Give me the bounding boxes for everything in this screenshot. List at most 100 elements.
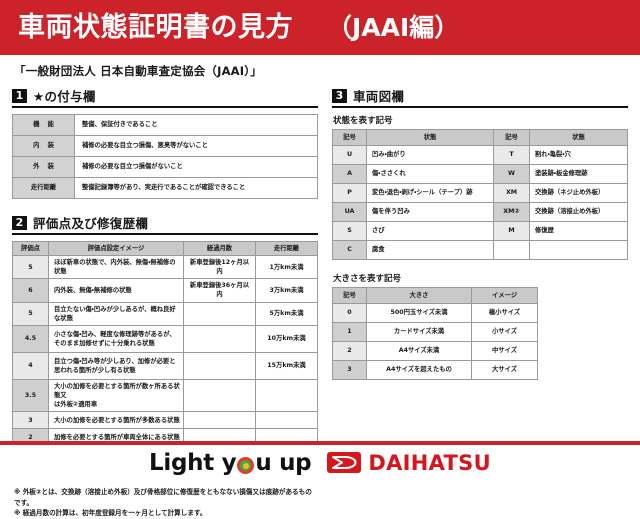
table-row: 4.5 小さな傷・凹み、軽度な修理跡等があるが、 そのまま加修せずに十分乗れる状… — [12, 324, 318, 353]
size-value: カードサイズ未満 — [366, 322, 472, 342]
daihatsu-emblem-icon — [327, 452, 362, 473]
state-desc-right: 塗装跡・板金修理跡 — [529, 164, 628, 184]
eval-desc: 小さな傷・凹み、軽度な修理跡等があるが、 そのまま加修せずに十分乗れる状態 — [48, 324, 184, 353]
table-row: P 変色・退色・剥げ・シール（テープ）跡 XM 交換跡（ネジ止め外板） — [332, 183, 628, 203]
table-row: 5 目立たない傷・凹みが少しあるが、概ね良好な状態 5万km未満 — [12, 301, 318, 326]
table-row: S さび M 修復歴 — [332, 221, 628, 241]
col-header-size-code: 記号 — [332, 287, 367, 304]
light-you-up-tagline: Light y u up — [149, 449, 312, 476]
footer-divider-rule — [0, 441, 640, 445]
state-code-right: XM — [493, 183, 530, 203]
state-desc-left: 凹み・曲がり — [366, 145, 494, 165]
size-code: 3 — [332, 360, 367, 380]
table-row: 機 能 整備、保証付きであること — [12, 114, 318, 136]
sheet-body: 「一般財団法人 日本自動車査定協会（JAAI）」 1 ★の付与欄 機 能 整備、… — [0, 55, 640, 519]
col-header-months: 経過月数 — [183, 241, 256, 256]
star-row-value: 補修の必要な目立つ損傷、悪臭等がないこと — [74, 135, 318, 157]
footnote-2: ※ 経過月数の計算は、初年度登録月を一ヶ月として計算します。 — [14, 509, 207, 518]
size-value: A4サイズを超えたもの — [366, 360, 472, 380]
eval-desc: 目立つ傷・凹み等が少しあり、加修が必要と 思われる箇所が少し有る状態 — [48, 351, 184, 380]
evaluation-score-table: 評価点 評価点設定イメージ 経過月数 走行距離 5 ほぼ新車の状態で、内外装、無… — [12, 241, 318, 481]
size-image: 大サイズ — [471, 360, 538, 380]
state-code-right: XM② — [493, 202, 530, 222]
state-desc-left: 変色・退色・剥げ・シール（テープ）跡 — [366, 183, 494, 203]
daihatsu-logo: DAIHATSU — [327, 451, 491, 475]
section-1-number: 1 — [12, 88, 27, 103]
state-desc-right: 割れ・亀裂・穴 — [529, 145, 628, 165]
size-image: 極小サイズ — [471, 303, 538, 323]
state-code-right: T — [493, 145, 530, 165]
col-header-mileage: 走行距離 — [255, 241, 318, 256]
eval-score: 4 — [12, 351, 49, 380]
page-title-suffix: （JAAI編） — [327, 13, 460, 42]
eval-months: 新車登録後36ヶ月以内 — [183, 278, 256, 303]
section-1-heading: 1 ★の付与欄 — [12, 86, 318, 108]
daihatsu-wordmark: DAIHATSU — [368, 450, 491, 475]
col-header-state-right: 状態 — [529, 129, 628, 146]
size-code: 1 — [332, 322, 367, 342]
state-desc-left: 腐食 — [366, 240, 494, 260]
state-desc-left: さび — [366, 221, 494, 241]
tagline-part2: u up — [255, 449, 312, 476]
eval-desc: ほぼ新車の状態で、内外装、無傷・無補修の状態 — [48, 254, 184, 280]
table-row: A 傷・ささくれ W 塗装跡・板金修理跡 — [332, 164, 628, 184]
table-header-row: 記号 大きさ イメージ — [332, 287, 538, 304]
footer-logo-bar: Light y u up DAIHATSU — [0, 445, 640, 480]
table-row: 2 A4サイズ未満 中サイズ — [332, 341, 538, 361]
col-header-size-value: 大きさ — [366, 287, 472, 304]
star-criteria-table: 機 能 整備、保証付きであること 内 装 補修の必要な目立つ損傷、悪臭等がないこ… — [12, 114, 318, 199]
state-desc-left: 傷・ささくれ — [366, 164, 494, 184]
star-row-label: 内 装 — [12, 135, 75, 157]
state-desc-left: 傷を伴う凹み — [366, 202, 494, 222]
state-code-left: U — [332, 145, 367, 165]
size-image: 小サイズ — [471, 322, 538, 342]
col-header-size-image: イメージ — [471, 287, 538, 304]
section-3-title: 車両図欄 — [353, 89, 405, 104]
eval-mileage: 1万km未満 — [255, 254, 318, 280]
eval-months: 新車登録後12ヶ月以内 — [183, 254, 256, 280]
eval-mileage — [255, 411, 318, 430]
size-code: 0 — [332, 303, 367, 323]
table-row: 1 カードサイズ未満 小サイズ — [332, 322, 538, 342]
state-desc-right: 交換跡（ネジ止め外板） — [529, 183, 628, 203]
table-row: 3 A4サイズを超えたもの 大サイズ — [332, 360, 538, 380]
left-column: 1 ★の付与欄 機 能 整備、保証付きであること 内 装 補修の必要な目立つ損傷… — [12, 86, 318, 519]
section-3-number: 3 — [332, 88, 347, 103]
state-symbols-table: 記号 状態 記号 状態 U 凹み・曲がり T 割れ・亀裂・穴 A — [332, 129, 628, 260]
eval-score: 6 — [12, 278, 49, 303]
eval-desc: 内外装、無傷・無補修の状態 — [48, 278, 184, 303]
eval-score: 5 — [12, 254, 49, 280]
size-value: A4サイズ未満 — [366, 341, 472, 361]
table-row: 3 大小の加修を必要とする箇所が多数ある状態 — [12, 411, 318, 430]
col-header-state-left: 状態 — [366, 129, 494, 146]
state-desc-right-empty — [529, 240, 628, 260]
page-title: 車両状態証明書の見方 — [18, 12, 293, 43]
state-code-left: C — [332, 240, 367, 260]
col-header-code-right: 記号 — [493, 129, 530, 146]
section-1-title: ★の付与欄 — [33, 89, 96, 104]
col-header-code-left: 記号 — [332, 129, 367, 146]
size-symbols-subtitle: 大きさを表す記号 — [333, 274, 402, 284]
table-row: 3.5 大小の加修を必要とする箇所が数ヶ所ある状態又 は外板②適用車 — [12, 378, 318, 413]
size-code: 2 — [332, 341, 367, 361]
eval-mileage: 3万km未満 — [255, 278, 318, 303]
eval-months — [183, 411, 256, 430]
concentric-circle-icon — [237, 457, 255, 474]
section-2-title: 評価点及び修復歴欄 — [33, 216, 149, 231]
state-code-left: S — [332, 221, 367, 241]
size-value: 500円玉サイズ未満 — [366, 303, 472, 323]
state-code-right-empty — [493, 240, 530, 260]
table-row: 内 装 補修の必要な目立つ損傷、悪臭等がないこと — [12, 135, 318, 157]
eval-mileage — [255, 378, 318, 413]
table-row: 5 ほぼ新車の状態で、内外装、無傷・無補修の状態 新車登録後12ヶ月以内 1万k… — [12, 254, 318, 280]
table-header-row: 記号 状態 記号 状態 — [332, 129, 628, 146]
state-desc-right: 交換跡（溶接止め外板） — [529, 202, 628, 222]
star-row-label: 外 装 — [12, 156, 75, 178]
table-row: U 凹み・曲がり T 割れ・亀裂・穴 — [332, 145, 628, 165]
eval-score: 3.5 — [12, 378, 49, 413]
eval-desc: 大小の加修を必要とする箇所が多数ある状態 — [48, 411, 184, 430]
table-row: 4 目立つ傷・凹み等が少しあり、加修が必要と 思われる箇所が少し有る状態 15万… — [12, 351, 318, 380]
star-row-label: 機 能 — [12, 114, 75, 136]
state-code-right: W — [493, 164, 530, 184]
eval-score: 5 — [12, 301, 49, 326]
